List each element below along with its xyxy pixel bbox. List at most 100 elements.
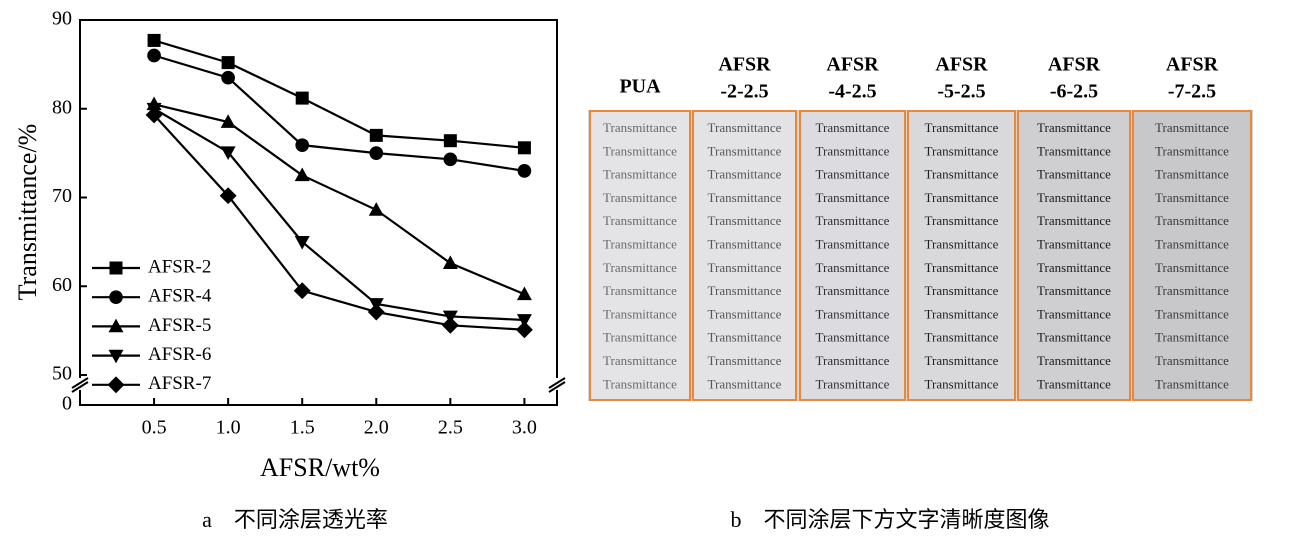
marker <box>369 146 384 160</box>
sample-text: Transmittance <box>925 190 999 205</box>
sample-text: Transmittance <box>708 376 782 391</box>
sample-text: Transmittance <box>1155 260 1229 275</box>
y-tick-label: 0 <box>62 393 72 415</box>
y-tick-label: 70 <box>52 185 72 207</box>
sample-text: Transmittance <box>603 120 677 135</box>
sample-text: Transmittance <box>1155 167 1229 182</box>
sample-text: Transmittance <box>1037 167 1111 182</box>
legend-marker <box>109 261 123 275</box>
marker <box>295 138 310 152</box>
sample-text: Transmittance <box>925 213 999 228</box>
sample-text: Transmittance <box>708 120 782 135</box>
axis-break-gap <box>548 378 568 390</box>
legend-marker <box>107 376 125 394</box>
legend-label: AFSR-2 <box>148 256 211 277</box>
plot: 0 50 60 70 80 90 0.5 1.0 1.5 2.0 2.5 3.0 AFSR-2 AFSR-… <box>52 8 568 439</box>
sample-header: AFSR <box>1048 54 1101 76</box>
sample-text: Transmittance <box>708 283 782 298</box>
sample-text: Transmittance <box>1037 376 1111 391</box>
sample-header: AFSR <box>718 54 771 76</box>
sample-text: Transmittance <box>603 236 677 251</box>
sample-text: Transmittance <box>708 236 782 251</box>
sample-text: Transmittance <box>1155 236 1229 251</box>
marker <box>516 286 532 301</box>
marker <box>294 167 310 182</box>
sample-text: Transmittance <box>1037 330 1111 345</box>
sample-text: Transmittance <box>925 167 999 182</box>
sample-text: Transmittance <box>1155 376 1229 391</box>
sample-text: Transmittance <box>603 353 677 368</box>
sample-text: Transmittance <box>925 376 999 391</box>
sample-text: Transmittance <box>1155 120 1229 135</box>
marker <box>219 187 237 205</box>
sample-header: -4-2.5 <box>828 81 876 103</box>
marker <box>220 114 236 128</box>
series-line <box>153 103 525 296</box>
sample-text: Transmittance <box>708 330 782 345</box>
sample-text: Transmittance <box>816 190 890 205</box>
caption-b: b 不同涂层下方文字清晰度图像 <box>730 507 1049 532</box>
coating-sample <box>1017 110 1131 401</box>
sample-text: Transmittance <box>1037 190 1111 205</box>
sample-header: PUA <box>619 76 661 98</box>
marker <box>517 164 532 178</box>
y-axis-label: Transmittance/% <box>13 124 42 301</box>
legend-label: AFSR-5 <box>148 315 211 336</box>
sample-text: Transmittance <box>925 283 999 298</box>
marker <box>517 141 531 155</box>
legend-label: AFSR-7 <box>148 373 211 394</box>
sample-text: Transmittance <box>708 190 782 205</box>
sample-text: Transmittance <box>603 167 677 182</box>
legend-label: AFSR-4 <box>148 286 212 307</box>
sample-text: Transmittance <box>925 330 999 345</box>
sample-text: Transmittance <box>708 306 782 321</box>
sample-header: AFSR <box>1166 54 1219 76</box>
sample-text: Transmittance <box>1155 353 1229 368</box>
marker <box>441 316 459 334</box>
marker <box>516 314 532 328</box>
sample-header: -7-2.5 <box>1168 81 1216 103</box>
plot-frame <box>79 19 558 406</box>
x-tick-label: 3.0 <box>512 417 537 439</box>
coating-sample <box>589 110 691 401</box>
sample-text: Transmittance <box>925 353 999 368</box>
y-tick-label: 60 <box>52 274 72 296</box>
marker <box>443 134 457 148</box>
x-tick-label: 1.5 <box>290 417 315 439</box>
caption-a: a 不同涂层透光率 <box>202 507 388 532</box>
sample-text: Transmittance <box>1037 236 1111 251</box>
marker <box>220 146 236 161</box>
sample-text: Transmittance <box>925 120 999 135</box>
sample-text: Transmittance <box>1155 330 1229 345</box>
sample-text: Transmittance <box>1155 306 1229 321</box>
sample-text: Transmittance <box>603 376 677 391</box>
sample-text: Transmittance <box>708 353 782 368</box>
sample-text: Transmittance <box>816 143 890 158</box>
sample-text: Transmittance <box>1037 353 1111 368</box>
sample-text: Transmittance <box>603 143 677 158</box>
sample-text: Transmittance <box>816 376 890 391</box>
sample-text: Transmittance <box>708 213 782 228</box>
marker <box>221 56 235 70</box>
marker <box>294 236 310 250</box>
sample-text: Transmittance <box>1155 143 1229 158</box>
marker <box>147 48 161 63</box>
sample-text: Transmittance <box>816 120 890 135</box>
sample-header: -6-2.5 <box>1050 81 1098 103</box>
sample-text: Transmittance <box>816 236 890 251</box>
sample-text: Transmittance <box>708 260 782 275</box>
sample-text: Transmittance <box>1037 213 1111 228</box>
coating-sample <box>1132 110 1252 401</box>
sample-text: Transmittance <box>603 213 677 228</box>
marker <box>368 202 384 216</box>
sample-text: Transmittance <box>1037 306 1111 321</box>
sample-text: Transmittance <box>925 236 999 251</box>
sample-text: Transmittance <box>603 330 677 345</box>
sample-text: Transmittance <box>1155 190 1229 205</box>
x-tick-label: 2.0 <box>364 417 389 439</box>
sample-text: Transmittance <box>925 306 999 321</box>
x-axis-label: AFSR/wt% <box>260 453 380 482</box>
marker <box>145 106 163 124</box>
photo-panel: PUA Transmittance Transmittance Transmittan… <box>588 54 1253 401</box>
